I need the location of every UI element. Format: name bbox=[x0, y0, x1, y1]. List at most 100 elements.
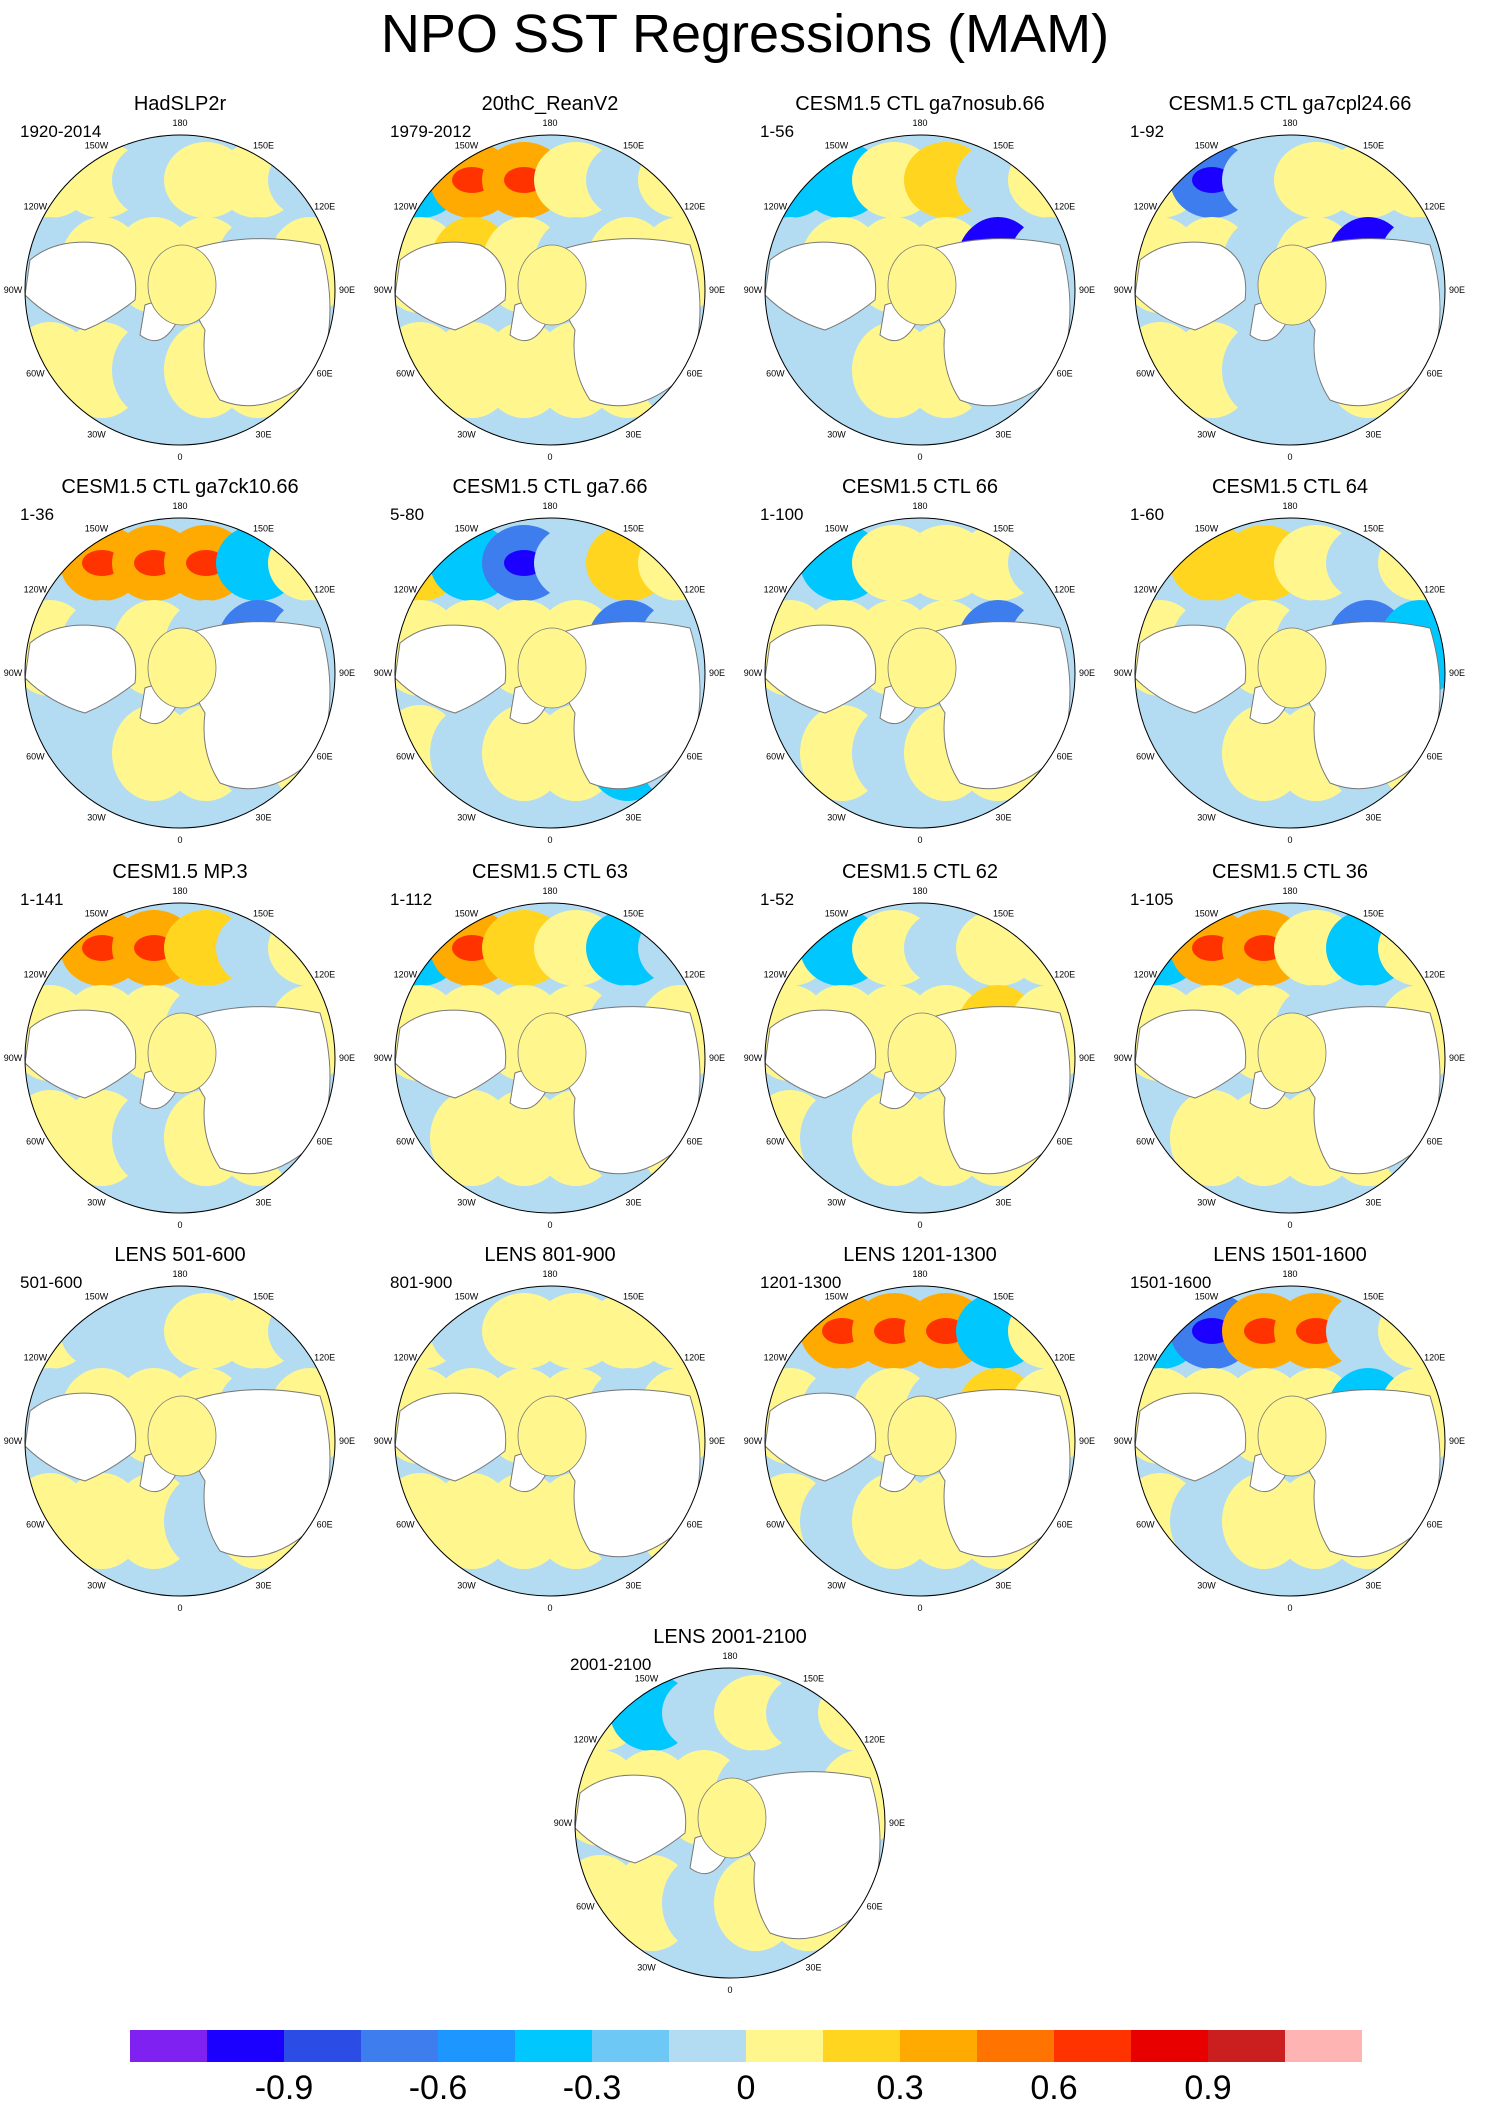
longitude-label: 150W bbox=[825, 908, 849, 918]
polar-map: 180 150E 120E 90E 60E 30E 0 30W 60W 90W 120W 150W bbox=[1114, 118, 1465, 462]
land-mass bbox=[558, 1006, 701, 1175]
panel-years: 1-56 bbox=[760, 122, 795, 141]
longitude-label: 150E bbox=[1363, 1291, 1384, 1301]
longitude-label: 120W bbox=[394, 585, 418, 595]
longitude-label: 60E bbox=[687, 1520, 703, 1530]
longitude-label: 30E bbox=[1365, 430, 1381, 440]
panel-years: 1-52 bbox=[760, 890, 795, 909]
longitude-label: 120W bbox=[24, 970, 48, 980]
longitude-label: 150W bbox=[825, 140, 849, 150]
land-mass bbox=[1135, 241, 1247, 331]
panel-title: LENS 1201-1300 bbox=[843, 1244, 997, 1266]
anomaly-core bbox=[82, 550, 122, 576]
anomaly-core bbox=[1192, 1318, 1232, 1344]
longitude-label: 30W bbox=[87, 813, 106, 823]
map-panel: LENS 501-600 501-600 180 150E 120E 90E 60E 30E 0… bbox=[4, 1243, 355, 1613]
map-panel: LENS 1201-1300 1201-1300 180 150E 120E 90E 60E… bbox=[744, 1243, 1095, 1613]
land-mass bbox=[25, 624, 137, 714]
arctic-ocean bbox=[887, 627, 957, 709]
longitude-label: 150E bbox=[993, 523, 1014, 533]
colorbar-label: 0.6 bbox=[1030, 2069, 1078, 2107]
longitude-label: 180 bbox=[722, 1651, 737, 1661]
longitude-label: 0 bbox=[547, 1603, 552, 1613]
panel-years: 1920-2014 bbox=[20, 122, 102, 141]
longitude-label: 120W bbox=[394, 970, 418, 980]
longitude-label: 150W bbox=[455, 908, 479, 918]
anomaly-patch bbox=[638, 525, 705, 601]
longitude-label: 60E bbox=[317, 752, 333, 762]
longitude-label: 30W bbox=[457, 813, 476, 823]
longitude-label: 0 bbox=[917, 452, 922, 462]
map-panel: CESM1.5 CTL 62 1-52 180 150E 120E 90E 60E 30E 0 3… bbox=[744, 860, 1095, 1230]
arctic-ocean bbox=[1257, 244, 1327, 326]
longitude-label: 0 bbox=[177, 1603, 182, 1613]
map-panel: 20thC_ReanV2 1979-2012 180 150E 120E 90E 60E 30… bbox=[374, 92, 725, 462]
polar-map: 180 150E 120E 90E 60E 30E 0 30W 60W 90W 120W 150W bbox=[374, 118, 725, 462]
panel-title: HadSLP2r bbox=[133, 93, 227, 115]
anomaly-patch bbox=[1378, 525, 1445, 601]
longitude-label: 120W bbox=[1134, 585, 1158, 595]
panel-years: 1-36 bbox=[20, 505, 55, 524]
longitude-label: 90E bbox=[1079, 285, 1095, 295]
arctic-ocean bbox=[1257, 627, 1327, 709]
anomaly-core bbox=[134, 550, 174, 576]
longitude-label: 60E bbox=[1427, 1137, 1443, 1147]
polar-map: 180 150E 120E 90E 60E 30E 0 30W 60W 90W 120W 150W bbox=[4, 118, 355, 462]
longitude-label: 120E bbox=[684, 585, 705, 595]
longitude-label: 90W bbox=[4, 668, 23, 678]
longitude-label: 0 bbox=[177, 452, 182, 462]
anomaly-core bbox=[504, 167, 544, 193]
longitude-label: 60W bbox=[1136, 752, 1155, 762]
anomaly-patch bbox=[1008, 1293, 1075, 1369]
land-mass bbox=[188, 621, 331, 790]
arctic-ocean bbox=[147, 1395, 217, 1477]
panel-years: 801-900 bbox=[390, 1273, 453, 1292]
longitude-label: 120E bbox=[1054, 202, 1075, 212]
longitude-label: 180 bbox=[1282, 501, 1297, 511]
anomaly-core bbox=[82, 935, 122, 961]
arctic-ocean bbox=[1257, 1395, 1327, 1477]
longitude-label: 30E bbox=[995, 813, 1011, 823]
longitude-label: 120E bbox=[1424, 585, 1445, 595]
anomaly-patch bbox=[638, 142, 705, 218]
longitude-label: 30W bbox=[827, 813, 846, 823]
anomaly-core bbox=[1192, 167, 1232, 193]
anomaly-patch bbox=[818, 1675, 885, 1751]
map-boundary bbox=[1134, 517, 1446, 829]
anomaly-patch bbox=[268, 525, 335, 601]
longitude-label: 120W bbox=[1134, 202, 1158, 212]
anomaly-core bbox=[452, 935, 492, 961]
panel-title: CESM1.5 CTL 64 bbox=[1212, 476, 1368, 498]
panel-years: 2001-2100 bbox=[570, 1655, 652, 1674]
anomaly-core bbox=[452, 167, 492, 193]
panel-title: CESM1.5 CTL 63 bbox=[472, 861, 628, 883]
panel-title: CESM1.5 MP.3 bbox=[112, 861, 248, 883]
longitude-label: 120E bbox=[1054, 585, 1075, 595]
land-mass bbox=[1135, 1009, 1247, 1099]
longitude-label: 150E bbox=[623, 523, 644, 533]
longitude-label: 150E bbox=[253, 1291, 274, 1301]
map-panel: HadSLP2r 1920-2014 180 150E 120E 90E 60E 30E 0 30… bbox=[4, 92, 355, 462]
longitude-label: 60W bbox=[26, 1137, 45, 1147]
anomaly-patch bbox=[1008, 525, 1075, 601]
longitude-label: 60E bbox=[317, 1520, 333, 1530]
panel-years: 1-112 bbox=[390, 890, 433, 909]
colorbar: -0.9 -0.6 -0.3 0 0.3 0.6 0.9 bbox=[130, 2030, 1362, 2110]
arctic-ocean bbox=[517, 244, 587, 326]
longitude-label: 150W bbox=[85, 523, 109, 533]
panel-title: LENS 1501-1600 bbox=[1213, 1244, 1367, 1266]
colorbar-swatch bbox=[1285, 2030, 1362, 2062]
panel-years: 1-92 bbox=[1130, 122, 1165, 141]
land-mass bbox=[765, 1009, 877, 1099]
longitude-label: 90W bbox=[374, 1436, 393, 1446]
map-boundary bbox=[24, 134, 336, 446]
longitude-label: 0 bbox=[1287, 1220, 1292, 1230]
colorbar-swatch bbox=[207, 2030, 284, 2062]
anomaly-patch bbox=[638, 1293, 705, 1369]
longitude-label: 90E bbox=[709, 285, 725, 295]
map-panel: CESM1.5 CTL 63 1-112 180 150E 120E 90E 60E 30E 0… bbox=[374, 860, 725, 1230]
anomaly-core bbox=[186, 550, 226, 576]
longitude-label: 150E bbox=[993, 1291, 1014, 1301]
longitude-label: 30W bbox=[87, 430, 106, 440]
longitude-label: 150W bbox=[1195, 523, 1219, 533]
